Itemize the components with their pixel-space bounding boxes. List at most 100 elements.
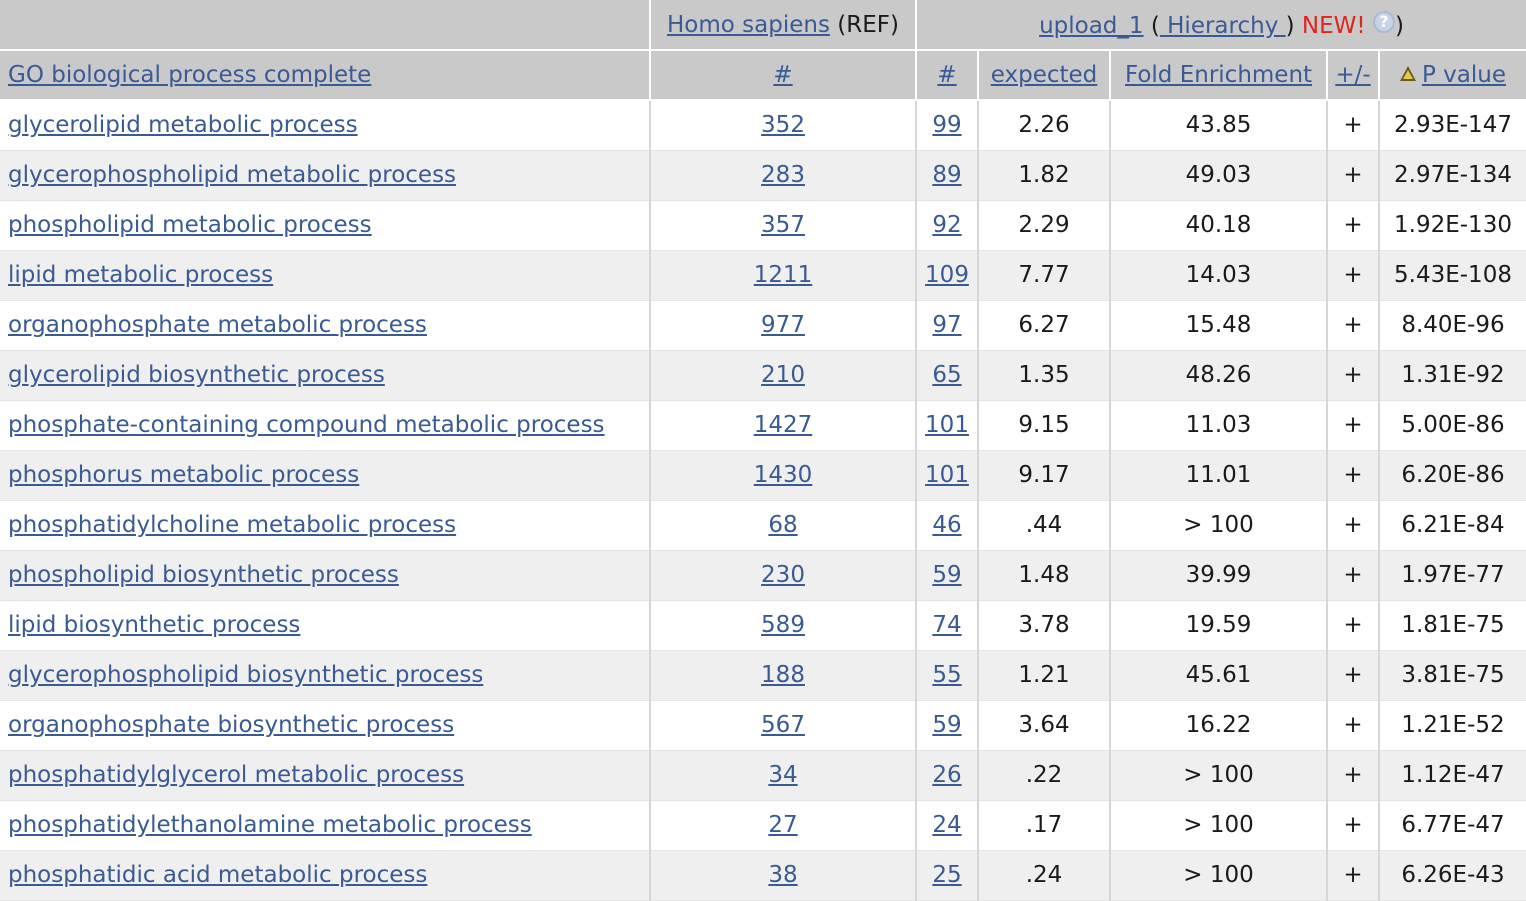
- term-link[interactable]: glycerolipid metabolic process: [8, 112, 358, 139]
- sort-by-pvalue-link[interactable]: P value: [1421, 62, 1506, 88]
- column-header-pvalue: P value: [1378, 50, 1526, 101]
- ref-count-link[interactable]: 589: [761, 612, 805, 638]
- expected-cell: 9.15: [977, 400, 1110, 451]
- hierarchy-open-paren: (: [1150, 12, 1160, 39]
- header-group-row: Homo sapiens (REF) upload_1 ( Hierarchy …: [0, 0, 1526, 51]
- ref-count-cell: 68: [649, 500, 916, 551]
- term-link[interactable]: lipid biosynthetic process: [8, 612, 301, 638]
- expected-cell: 1.82: [977, 150, 1110, 201]
- upload-count-link[interactable]: 109: [925, 262, 969, 288]
- ref-count-link[interactable]: 38: [768, 862, 798, 888]
- term-cell: phosphatidic acid metabolic process: [0, 850, 650, 901]
- term-link[interactable]: phosphatidylcholine metabolic process: [8, 512, 457, 538]
- term-link[interactable]: phosphate-containing compound metabolic …: [8, 412, 605, 438]
- upload-count-link[interactable]: 74: [932, 612, 962, 638]
- ref-count-link[interactable]: 210: [761, 362, 805, 388]
- table-row: glycerolipid biosynthetic process 210 65 1.…: [0, 350, 1526, 401]
- reference-group-header: Homo sapiens (REF): [649, 0, 916, 51]
- sort-by-expected-link[interactable]: expected: [990, 62, 1098, 88]
- upload-count-cell: 101: [915, 450, 978, 501]
- upload-count-link[interactable]: 99: [932, 112, 962, 139]
- sign-cell: +: [1326, 300, 1379, 351]
- term-cell: phosphatidylglycerol metabolic process: [0, 750, 650, 801]
- term-link[interactable]: lipid metabolic process: [8, 262, 274, 288]
- fold-cell: > 100: [1109, 850, 1327, 901]
- upload-count-link[interactable]: 97: [932, 312, 962, 338]
- pvalue-cell: 1.21E-52: [1378, 700, 1526, 751]
- column-header-term: GO biological process complete: [0, 50, 650, 101]
- upload-count-link[interactable]: 89: [932, 162, 962, 188]
- term-link[interactable]: organophosphate metabolic process: [8, 312, 427, 338]
- ref-count-link[interactable]: 1427: [753, 412, 813, 438]
- ref-count-link[interactable]: 977: [761, 312, 805, 338]
- table-row: phospholipid biosynthetic process 230 59 1.…: [0, 550, 1526, 601]
- term-link[interactable]: phosphatidylethanolamine metabolic proce…: [8, 812, 532, 838]
- term-link[interactable]: glycerolipid biosynthetic process: [8, 362, 385, 388]
- expected-cell: .44: [977, 500, 1110, 551]
- term-link[interactable]: phospholipid biosynthetic process: [8, 562, 399, 588]
- sort-by-term-link[interactable]: GO biological process complete: [8, 62, 372, 88]
- ref-count-link[interactable]: 27: [768, 812, 798, 838]
- term-link[interactable]: phosphatidylglycerol metabolic process: [8, 762, 465, 788]
- ref-count-link[interactable]: 68: [768, 512, 798, 538]
- upload-count-cell: 92: [915, 200, 978, 251]
- sign-cell: +: [1326, 150, 1379, 201]
- upload-count-link[interactable]: 24: [932, 812, 962, 838]
- ref-count-link[interactable]: 352: [761, 112, 805, 139]
- reference-organism-link[interactable]: Homo sapiens: [667, 11, 830, 38]
- pvalue-cell: 8.40E-96: [1378, 300, 1526, 351]
- upload-count-link[interactable]: 59: [932, 712, 962, 738]
- term-link[interactable]: organophosphate biosynthetic process: [8, 712, 455, 738]
- table-row: phosphatidylcholine metabolic process 68 4…: [0, 500, 1526, 551]
- ref-count-cell: 352: [649, 100, 916, 151]
- sort-by-fold-link[interactable]: Fold Enrichment: [1124, 62, 1313, 88]
- term-link[interactable]: phospholipid metabolic process: [8, 212, 372, 238]
- term-cell: glycerolipid biosynthetic process: [0, 350, 650, 401]
- upload-list-link[interactable]: upload_1: [1039, 12, 1144, 39]
- help-circle-icon[interactable]: ?: [1372, 10, 1395, 33]
- upload-count-link[interactable]: 92: [932, 212, 962, 238]
- table-row: phosphatidylethanolamine metabolic proce…: [0, 800, 1526, 851]
- upload-count-cell: 97: [915, 300, 978, 351]
- pvalue-cell: 2.97E-134: [1378, 150, 1526, 201]
- upload-count-link[interactable]: 46: [932, 512, 962, 538]
- ref-count-link[interactable]: 230: [761, 562, 805, 588]
- term-link[interactable]: phosphorus metabolic process: [8, 462, 360, 488]
- sort-by-ref-count-link[interactable]: #: [773, 62, 793, 88]
- ref-count-cell: 27: [649, 800, 916, 851]
- ref-count-cell: 1211: [649, 250, 916, 301]
- term-link[interactable]: glycerophospholipid biosynthetic process: [8, 662, 484, 688]
- upload-count-link[interactable]: 26: [932, 762, 962, 788]
- upload-count-link[interactable]: 65: [932, 362, 962, 388]
- upload-count-link[interactable]: 25: [932, 862, 962, 888]
- sign-cell: +: [1326, 550, 1379, 601]
- ref-count-link[interactable]: 34: [768, 762, 798, 788]
- hierarchy-link[interactable]: Hierarchy: [1159, 12, 1286, 39]
- expected-cell: 2.26: [977, 100, 1110, 151]
- upload-count-link[interactable]: 59: [932, 562, 962, 588]
- upload-count-cell: 59: [915, 700, 978, 751]
- fold-cell: > 100: [1109, 750, 1327, 801]
- upload-count-link[interactable]: 101: [925, 412, 969, 438]
- upload-count-cell: 59: [915, 550, 978, 601]
- term-cell: organophosphate metabolic process: [0, 300, 650, 351]
- upload-count-cell: 46: [915, 500, 978, 551]
- ref-count-link[interactable]: 188: [761, 662, 805, 688]
- sort-by-upload-count-link[interactable]: #: [937, 62, 957, 88]
- upload-count-link[interactable]: 55: [932, 662, 962, 688]
- term-link[interactable]: phosphatidic acid metabolic process: [8, 862, 428, 888]
- ref-count-link[interactable]: 283: [761, 162, 805, 188]
- ref-count-link[interactable]: 357: [761, 212, 805, 238]
- ref-count-link[interactable]: 1430: [753, 462, 813, 488]
- ref-count-link[interactable]: 1211: [753, 262, 813, 288]
- upload-count-link[interactable]: 101: [925, 462, 969, 488]
- upload-count-cell: 26: [915, 750, 978, 801]
- column-header-sign: +/-: [1326, 50, 1379, 101]
- table-row: lipid biosynthetic process 589 74 3.78 19.59…: [0, 600, 1526, 651]
- sort-by-sign-link[interactable]: +/-: [1335, 62, 1371, 88]
- table-row: glycerophospholipid metabolic process 283…: [0, 150, 1526, 201]
- term-cell: phosphate-containing compound metabolic …: [0, 400, 650, 451]
- ref-count-link[interactable]: 567: [761, 712, 805, 738]
- term-link[interactable]: glycerophospholipid metabolic process: [8, 162, 457, 188]
